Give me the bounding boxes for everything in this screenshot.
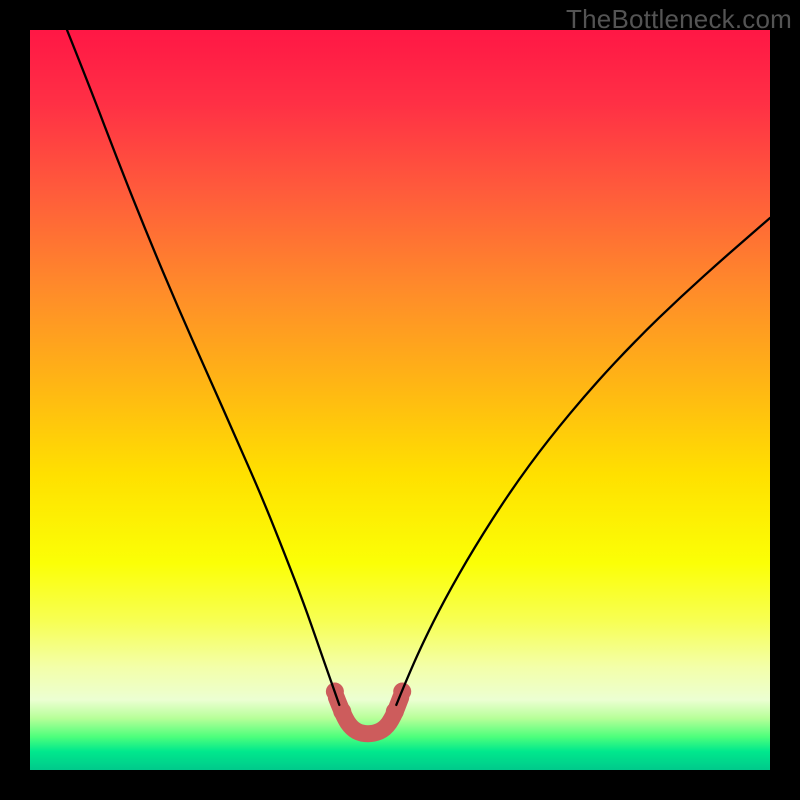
chart-background-gradient bbox=[30, 30, 770, 770]
watermark-text: TheBottleneck.com bbox=[566, 4, 792, 35]
bottleneck-chart bbox=[0, 0, 800, 800]
